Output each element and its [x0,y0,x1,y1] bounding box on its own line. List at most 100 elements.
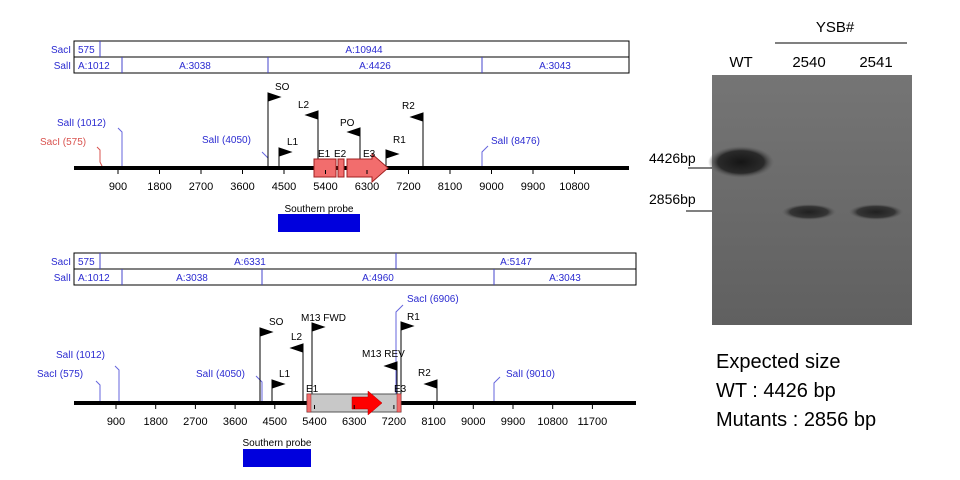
top-primer-l1: L1 [287,137,299,148]
bottom-primer-r2: R2 [418,368,431,379]
top-axis-tick-label: 10800 [559,181,590,193]
bottom-table-cell: A:5147 [500,257,532,268]
gel-lane-label-2541: 2541 [859,54,892,71]
top-table-cell: A:4426 [359,61,391,72]
top-enzyme-table: SacI SalI 575 A:10944 A:1012 A:3038 A:44… [51,40,630,74]
gel-group-label: YSB# [816,19,855,36]
bottom-exon-e3: E3 [394,384,407,395]
gel-figure: YSB# WT 2540 2541 4426bp 2856bp [649,19,912,325]
bottom-table-enzyme-salI: SalI [54,273,71,284]
bottom-primer-l1: L1 [279,369,291,380]
top-table-cell: 575 [78,45,95,56]
top-axis-tick-label: 9000 [479,181,503,193]
bottom-primers [259,321,438,403]
bottom-table-cell: A:3043 [549,273,581,284]
gel-marker-2856: 2856bp [649,191,696,207]
bottom-axis-tick-label: 8100 [421,416,445,428]
gel-lane-label-wt: WT [729,54,752,71]
bottom-axis-tick-label: 10800 [537,416,568,428]
bottom-southern-probe [243,449,311,467]
bottom-table-cell: A:1012 [78,273,110,284]
bottom-primer-l2: L2 [291,332,303,343]
bottom-site-sacI-6906: SacI (6906) [407,294,459,305]
top-primer-so: SO [275,82,290,93]
bottom-table-cell: A:4960 [362,273,394,284]
bottom-site-salI-9010: SalI (9010) [506,369,555,380]
bottom-axis-tick-label: 7200 [382,416,406,428]
bottom-axis-tick-label: 5400 [302,416,326,428]
top-primer-l2: L2 [298,100,310,111]
top-table-cell: A:3043 [539,61,571,72]
bottom-site-sacI-575: SacI (575) [37,369,83,380]
expected-size-text: Expected size WT : 4426 bp Mutants : 285… [716,348,956,435]
expected-size-mutants: Mutants : 2856 bp [716,409,877,431]
top-table-cell: A:10944 [345,45,383,56]
bottom-primer-m13fwd: M13 FWD [301,313,346,324]
bottom-enzyme-table: SacI SalI 575 A:6331 A:5147 A:1012 A:303… [51,252,637,286]
top-axis-tick-label: 8100 [438,181,462,193]
top-site-salI-8476: SalI (8476) [491,136,540,147]
gel-band-2541 [849,204,903,220]
top-axis-tick-label: 7200 [396,181,420,193]
top-site-markers [96,127,489,169]
top-primer-r2: R2 [402,101,415,112]
bottom-table-cell: 575 [78,257,95,268]
bottom-axis-tick-label: 6300 [342,416,366,428]
top-exons [313,152,389,184]
bottom-axis-tick-label: 4500 [263,416,287,428]
top-table-cell: A:1012 [78,61,110,72]
bottom-site-markers [95,304,501,403]
expected-size-title: Expected size [716,351,841,373]
top-exon-e2: E2 [334,149,347,160]
bottom-map: SacI SalI 575 A:6331 A:5147 A:1012 A:303… [37,252,637,467]
bottom-primer-so: SO [269,317,284,328]
bottom-axis-tick-label: 2700 [183,416,207,428]
bottom-axis-tick-label: 900 [107,416,125,428]
top-table-cell: A:3038 [179,61,211,72]
bottom-cassette [306,390,402,416]
bottom-primer-m13rev: M13 REV [362,349,405,360]
top-axis-tick-label: 3600 [230,181,254,193]
bottom-axis-tick-label: 1800 [143,416,167,428]
top-primer-r1: R1 [393,135,406,146]
bottom-table-enzyme-sacI: SacI [51,257,71,268]
bottom-axis-tick-label: 11700 [578,416,608,428]
bottom-site-salI-1012: SalI (1012) [56,350,105,361]
top-axis-tick-label: 4500 [272,181,296,193]
top-probe-label: Southern probe [285,204,354,215]
expected-size-wt: WT : 4426 bp [716,380,836,402]
top-axis-tick-label: 900 [109,181,127,193]
gel-marker-4426: 4426bp [649,150,696,166]
top-southern-probe [278,214,360,232]
top-primers [267,92,424,168]
top-exon-e1: E1 [318,149,331,160]
top-axis-tick-label: 2700 [189,181,213,193]
top-primer-po: PO [340,118,355,129]
top-table-enzyme-sacI: SacI [51,45,71,56]
top-site-sacI-575: SacI (575) [40,137,86,148]
top-site-salI-1012: SalI (1012) [57,118,106,129]
gel-lane-label-2540: 2540 [792,54,825,71]
bottom-table-cell: A:6331 [234,257,266,268]
gel-band-2540 [782,204,836,220]
top-table-enzyme-salI: SalI [54,61,71,72]
gel-bands [708,146,903,220]
top-axis: 900 1800 2700 3600 4500 5400 6300 7200 8100 9000 9… [109,170,590,193]
bottom-table-cell: A:3038 [176,273,208,284]
bottom-probe-label: Southern probe [243,438,312,449]
bottom-axis-tick-label: 9000 [461,416,485,428]
top-axis-tick-label: 5400 [313,181,337,193]
top-exon-e3: E3 [363,149,376,160]
bottom-site-salI-4050: SalI (4050) [196,369,245,380]
top-axis-tick-label: 6300 [355,181,379,193]
top-axis-tick-label: 9900 [521,181,545,193]
gel-image [712,75,912,325]
bottom-axis-tick-label: 9900 [501,416,525,428]
bottom-axis-tick-label: 3600 [223,416,247,428]
bottom-exon-e1: E1 [306,384,319,395]
bottom-primer-r1: R1 [407,312,420,323]
top-site-salI-4050: SalI (4050) [202,135,251,146]
top-axis-tick-label: 1800 [147,181,171,193]
top-map: SacI SalI 575 A:10944 A:1012 A:3038 A:44… [40,40,630,232]
